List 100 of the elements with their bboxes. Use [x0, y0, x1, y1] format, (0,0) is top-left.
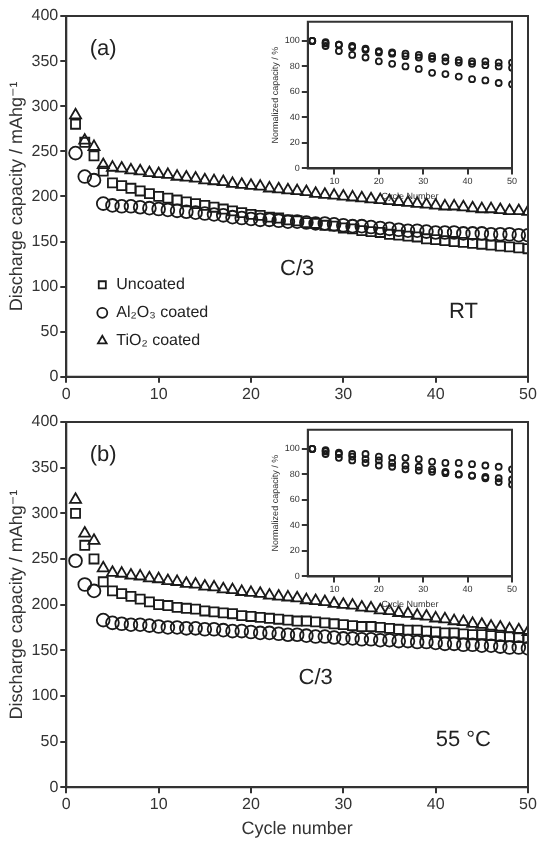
point: [234, 210, 250, 226]
point: [105, 198, 120, 213]
point: [114, 199, 129, 214]
point: [438, 199, 452, 211]
x-tick-label: 10: [149, 795, 169, 814]
point: [454, 58, 463, 67]
point: [493, 202, 507, 215]
point: [318, 187, 332, 199]
point: [321, 450, 330, 458]
point: [180, 602, 192, 614]
x-tick-label: 0: [61, 795, 72, 814]
point: [236, 610, 248, 621]
point: [430, 626, 442, 638]
point: [400, 223, 416, 238]
point: [502, 640, 517, 655]
point: [299, 592, 313, 605]
point: [345, 631, 360, 646]
point: [300, 615, 312, 627]
point: [188, 205, 203, 220]
point: [414, 455, 423, 464]
point: [132, 199, 148, 215]
point: [132, 617, 148, 632]
point: [107, 585, 118, 597]
legend-label: Al₂O₃ coated: [116, 303, 209, 322]
point: [474, 638, 490, 653]
point: [123, 199, 139, 214]
point: [448, 236, 460, 247]
point: [421, 625, 432, 637]
point: [162, 600, 174, 611]
point: [116, 588, 128, 600]
point: [107, 177, 118, 189]
point: [337, 222, 349, 234]
point: [494, 631, 506, 642]
point: [170, 169, 184, 181]
point: [361, 455, 370, 464]
point: [142, 570, 156, 583]
point: [79, 539, 91, 551]
x-tick-label: 0: [61, 384, 72, 403]
x-tick-label: 40: [426, 795, 446, 814]
point: [252, 625, 268, 641]
point: [428, 68, 436, 77]
point: [401, 461, 410, 470]
point: [365, 621, 377, 632]
point: [374, 57, 383, 66]
point: [374, 622, 386, 633]
point: [190, 603, 201, 615]
y-tick-label: 300: [31, 96, 60, 115]
point: [429, 611, 443, 623]
x-tick-label: 30: [334, 795, 354, 814]
point: [216, 581, 230, 594]
point: [86, 172, 102, 188]
point: [409, 634, 425, 650]
point: [393, 229, 405, 241]
point: [454, 72, 463, 81]
point: [466, 200, 480, 213]
x-tick-label: 50: [519, 795, 538, 814]
legend-label: TiO₂ coated: [116, 331, 201, 350]
y-tick-label: 350: [31, 458, 60, 477]
point: [254, 611, 266, 623]
point: [142, 165, 156, 178]
point: [411, 624, 423, 636]
point: [133, 163, 147, 176]
point: [475, 617, 489, 629]
point: [197, 621, 213, 637]
point: [414, 466, 423, 475]
point: [456, 614, 470, 627]
point: [244, 585, 258, 597]
point: [153, 599, 165, 611]
point: [179, 204, 194, 220]
point: [179, 170, 193, 182]
point: [77, 577, 93, 592]
point: [280, 627, 296, 643]
point: [207, 173, 221, 186]
point: [438, 611, 452, 624]
point: [208, 201, 220, 213]
point: [336, 189, 350, 201]
point: [253, 586, 267, 598]
point: [348, 452, 357, 461]
annotation: (a): [89, 36, 117, 61]
y-axis-title: Discharge capacity / mAhg⁻¹: [5, 81, 26, 312]
point: [337, 619, 349, 631]
point: [410, 608, 424, 620]
point: [388, 59, 397, 68]
point: [411, 231, 423, 243]
point: [152, 166, 166, 178]
point: [326, 630, 342, 645]
point: [513, 242, 525, 254]
point: [437, 636, 453, 652]
point: [355, 190, 369, 203]
point: [481, 61, 490, 70]
point: [388, 453, 397, 462]
point: [95, 612, 111, 628]
point: [382, 632, 397, 648]
point: [179, 576, 193, 588]
point: [134, 593, 146, 605]
point: [114, 616, 129, 632]
point: [198, 172, 212, 185]
point: [448, 627, 460, 639]
point: [457, 236, 469, 248]
point: [299, 184, 313, 196]
